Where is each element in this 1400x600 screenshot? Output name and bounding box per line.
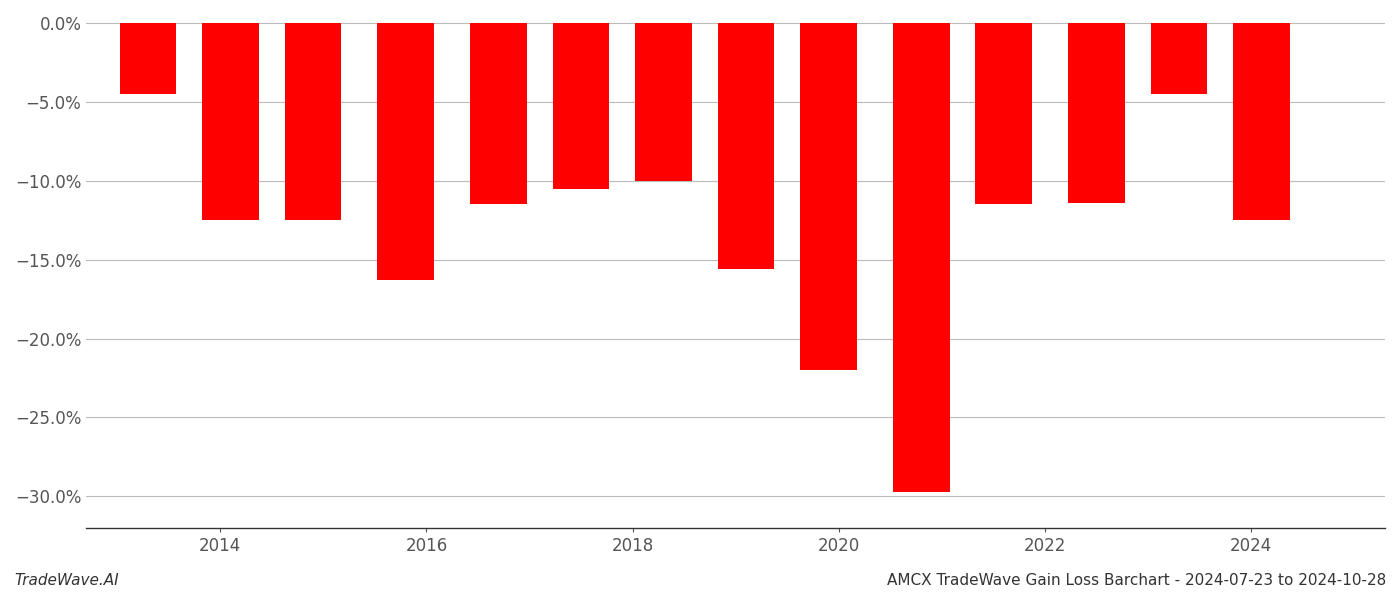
Bar bbox=[1151, 23, 1207, 94]
Bar bbox=[1233, 23, 1289, 220]
Bar bbox=[202, 23, 259, 220]
Bar bbox=[378, 23, 434, 280]
Bar bbox=[1068, 23, 1124, 203]
Text: TradeWave.AI: TradeWave.AI bbox=[14, 573, 119, 588]
Bar bbox=[636, 23, 692, 181]
Bar bbox=[470, 23, 526, 205]
Bar bbox=[976, 23, 1032, 205]
Text: AMCX TradeWave Gain Loss Barchart - 2024-07-23 to 2024-10-28: AMCX TradeWave Gain Loss Barchart - 2024… bbox=[886, 573, 1386, 588]
Bar bbox=[553, 23, 609, 188]
Bar bbox=[893, 23, 949, 491]
Bar bbox=[799, 23, 857, 370]
Bar bbox=[718, 23, 774, 269]
Bar bbox=[284, 23, 342, 220]
Bar bbox=[120, 23, 176, 94]
